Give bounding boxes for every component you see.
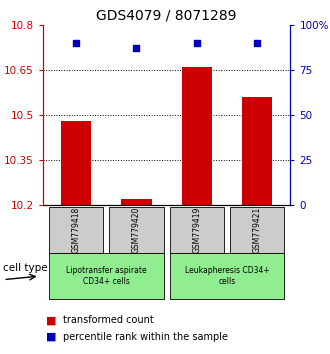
Text: transformed count: transformed count bbox=[63, 315, 153, 325]
Bar bbox=[242, 97, 272, 205]
Text: GSM779418: GSM779418 bbox=[72, 207, 81, 253]
Bar bbox=[182, 67, 212, 205]
Bar bbox=[61, 121, 91, 205]
Point bbox=[134, 45, 139, 51]
Text: GSM779421: GSM779421 bbox=[253, 207, 262, 253]
Text: percentile rank within the sample: percentile rank within the sample bbox=[63, 332, 228, 342]
Text: cell type: cell type bbox=[3, 263, 48, 273]
Bar bbox=[121, 199, 151, 205]
Text: GSM779420: GSM779420 bbox=[132, 207, 141, 253]
Title: GDS4079 / 8071289: GDS4079 / 8071289 bbox=[96, 8, 237, 22]
Point bbox=[194, 40, 199, 46]
Text: ■: ■ bbox=[46, 315, 57, 325]
Text: GSM779419: GSM779419 bbox=[192, 207, 201, 253]
Text: Leukapheresis CD34+
cells: Leukapheresis CD34+ cells bbox=[185, 267, 269, 286]
Text: Lipotransfer aspirate
CD34+ cells: Lipotransfer aspirate CD34+ cells bbox=[66, 267, 147, 286]
Point bbox=[74, 40, 79, 46]
Point bbox=[254, 40, 260, 46]
Text: ■: ■ bbox=[46, 332, 57, 342]
